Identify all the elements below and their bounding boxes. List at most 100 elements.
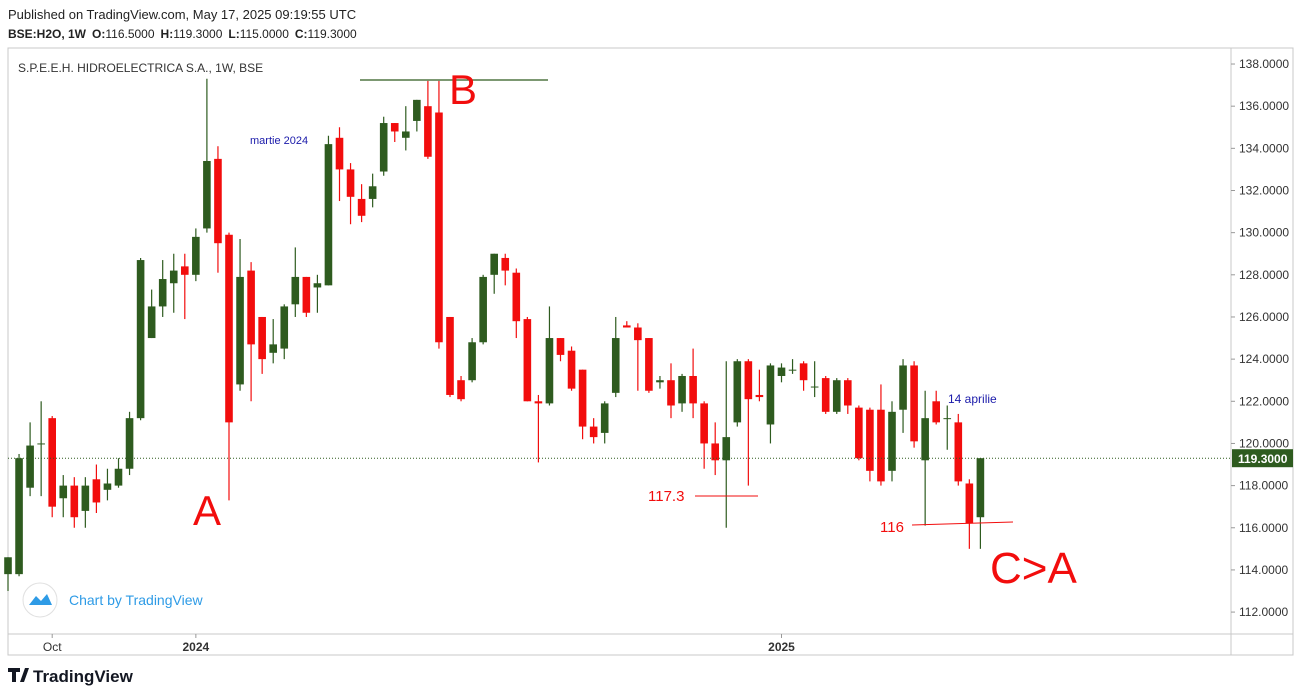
candle-body xyxy=(512,272,521,322)
candle-body xyxy=(291,276,300,305)
candle-body xyxy=(346,169,355,197)
ohlc-label: H: xyxy=(161,27,174,41)
candle-body xyxy=(678,375,686,404)
candle-body xyxy=(954,422,963,482)
candle-body xyxy=(247,270,255,345)
candle-body xyxy=(169,270,178,284)
candle-body xyxy=(214,158,222,244)
candle-body xyxy=(600,403,609,433)
y-tick-label: 118.0000 xyxy=(1239,479,1288,493)
watermark: Chart by TradingView xyxy=(69,592,203,608)
candle-body xyxy=(932,401,940,423)
candle-body xyxy=(589,426,598,438)
candle-body xyxy=(656,380,664,383)
symbol-line: BSE:H2O, 1W O:116.5000 H:119.3000 L:115.000… xyxy=(8,27,357,41)
candle-body xyxy=(258,316,266,360)
y-tick-label: 112.0000 xyxy=(1239,605,1288,619)
last-price-box xyxy=(1232,449,1293,468)
candle-body xyxy=(446,316,454,395)
y-tick-label: 114.0000 xyxy=(1239,563,1288,577)
candle-body xyxy=(711,443,719,461)
candle-body xyxy=(534,401,543,404)
annotation: 117.3 xyxy=(648,488,684,505)
x-tick-label: 2024 xyxy=(182,640,209,654)
published-line: Published on TradingView.com, May 17, 20… xyxy=(8,7,356,22)
candle-body xyxy=(203,160,211,229)
ohlc-value: 119.3000 xyxy=(173,27,222,41)
candle-body xyxy=(324,144,333,286)
candle-body xyxy=(357,198,366,216)
candle-body xyxy=(225,234,233,423)
candle-body xyxy=(722,437,731,461)
x-tick-label: 2025 xyxy=(768,640,795,654)
y-tick-label: 122.0000 xyxy=(1239,394,1289,408)
ohlc-label: C: xyxy=(295,27,308,41)
candle-body xyxy=(943,418,952,420)
candle-body xyxy=(192,236,200,275)
y-tick-label: 130.0000 xyxy=(1239,226,1289,240)
footer-logo: TradingView xyxy=(33,667,134,686)
candle-body xyxy=(479,276,487,343)
y-tick-label: 128.0000 xyxy=(1239,268,1289,282)
y-tick-label: 134.0000 xyxy=(1239,141,1289,155)
chart-frame xyxy=(7,47,1294,656)
candle-body xyxy=(280,306,289,349)
candle-body xyxy=(70,485,79,518)
symbol: BSE:H2O, 1W xyxy=(8,27,87,41)
candle-body xyxy=(645,338,653,391)
y-tick-label: 126.0000 xyxy=(1239,310,1289,324)
level-line xyxy=(911,521,1014,526)
candle-body xyxy=(623,325,631,328)
candle-body xyxy=(457,380,465,400)
candle-body xyxy=(976,458,985,518)
candle-body xyxy=(755,394,764,398)
ohlc-value: 119.3000 xyxy=(308,27,357,41)
candle-body xyxy=(402,131,410,138)
logo-icon xyxy=(8,668,29,682)
candle-body xyxy=(855,407,863,459)
y-tick-label: 116.0000 xyxy=(1239,521,1288,535)
candle-body xyxy=(523,319,532,402)
candle-body xyxy=(413,99,421,121)
annotation: 14 aprilie xyxy=(948,392,997,406)
candle-body xyxy=(468,342,476,381)
ohlc-value: 116.5000 xyxy=(105,27,154,41)
watermark-icon xyxy=(29,594,52,605)
candle-body xyxy=(888,411,896,471)
candle-body xyxy=(81,485,90,511)
candle-body xyxy=(700,403,708,444)
candle-body xyxy=(810,386,819,388)
candle-body xyxy=(125,418,134,469)
candle-body xyxy=(744,361,753,400)
candle-body xyxy=(236,276,244,385)
last-price-label: 119.3000 xyxy=(1238,452,1288,466)
candle-body xyxy=(435,112,443,343)
candle-body xyxy=(302,276,311,313)
candle-body xyxy=(634,327,642,341)
candle-body xyxy=(59,485,68,499)
annotation: 116 xyxy=(880,519,904,536)
candle-body xyxy=(26,445,34,488)
candle-body xyxy=(269,344,277,353)
candle-body xyxy=(92,479,101,503)
candle-body xyxy=(910,365,918,442)
candle-body xyxy=(788,369,797,371)
candle-body xyxy=(799,363,808,381)
candle-body xyxy=(4,557,12,575)
annotation: C>A xyxy=(990,544,1077,593)
plot xyxy=(4,78,985,591)
candle-body xyxy=(181,266,189,275)
candle-body xyxy=(48,418,56,507)
candle-body xyxy=(777,367,786,376)
candle-body xyxy=(501,257,510,271)
candle-body xyxy=(689,375,697,404)
candle-body xyxy=(832,380,841,412)
candle-body xyxy=(335,137,344,170)
candle-body xyxy=(136,260,145,419)
y-tick-label: 120.0000 xyxy=(1239,436,1289,450)
candle-body xyxy=(567,350,576,389)
annotation: A xyxy=(193,487,221,534)
candle-body xyxy=(667,380,675,406)
candle-body xyxy=(921,418,929,461)
candle-body xyxy=(379,123,388,172)
